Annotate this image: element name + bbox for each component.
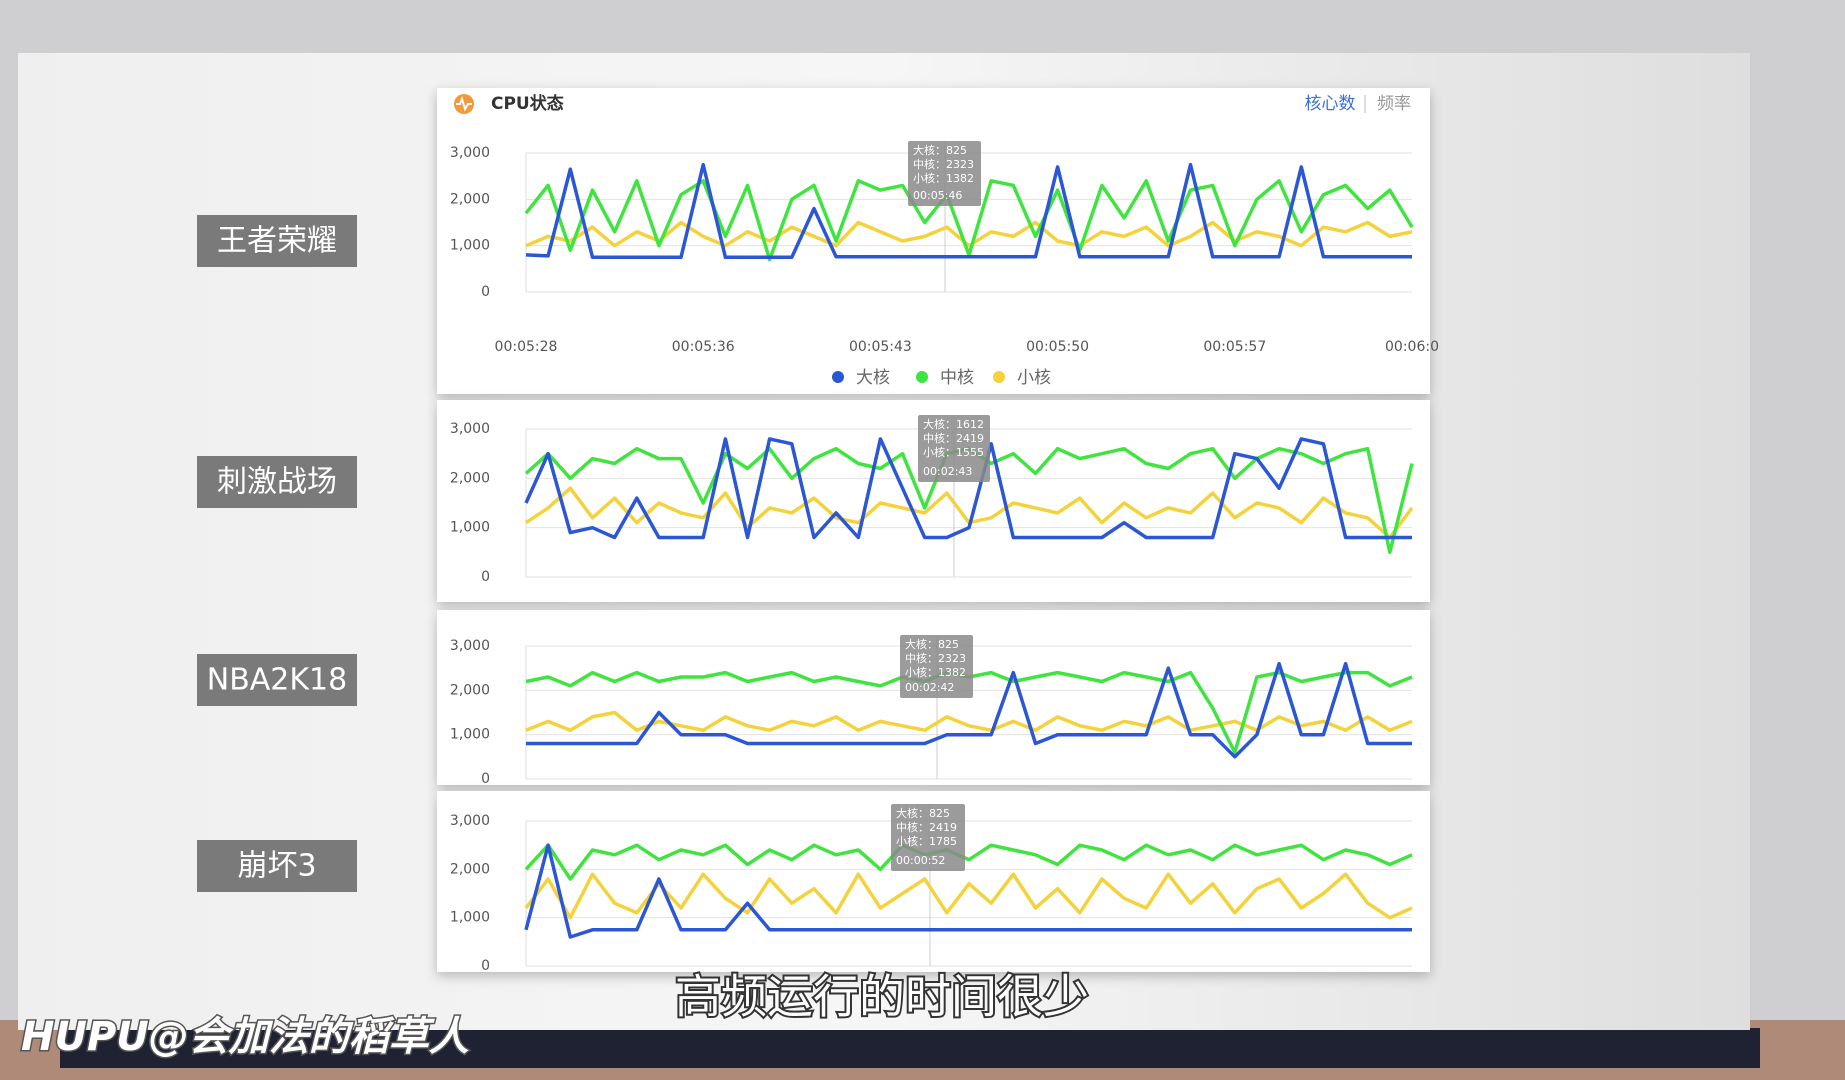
series-line — [524, 843, 1413, 881]
y-tick-label: 0 — [481, 284, 490, 300]
tooltip-line: 大核：825 — [905, 637, 959, 651]
series-line — [524, 437, 1412, 540]
tooltip-line: 小核：1555 — [923, 445, 984, 459]
legend-label: 大核 — [856, 368, 890, 388]
series-line — [525, 710, 1413, 732]
y-tick-label: 3,000 — [450, 638, 490, 654]
game-label-box — [197, 456, 357, 508]
x-tick-label: 00:05:50 — [1026, 339, 1089, 355]
tooltip-line: 大核：825 — [913, 143, 967, 157]
game-label: 崩坏3 — [237, 849, 316, 884]
legend-dot — [993, 371, 1005, 383]
tooltip — [918, 415, 990, 482]
tooltip — [900, 635, 973, 698]
y-tick-label: 2,000 — [450, 861, 490, 877]
chart-title: CPU状态 — [491, 93, 564, 114]
series-line — [524, 179, 1414, 262]
series-line — [524, 872, 1413, 920]
chart-card — [437, 88, 1430, 394]
x-tick-label: 00:06:0 — [1385, 339, 1439, 355]
x-tick-label: 00:05:28 — [495, 339, 558, 355]
game-label-box — [197, 215, 357, 267]
game-label-box — [197, 654, 357, 706]
tooltip-line: 大核：825 — [896, 806, 950, 820]
tab[interactable]: 核心数 — [1305, 94, 1356, 114]
title-icon-wave — [456, 95, 472, 112]
tooltip-line: 大核：1612 — [923, 417, 984, 431]
x-tick-label: 00:05:43 — [849, 339, 912, 355]
tooltip-time: 00:05:46 — [913, 189, 962, 202]
tooltip-time: 00:02:43 — [923, 465, 972, 478]
game-label: 王者荣耀 — [217, 224, 337, 259]
tooltip-line: 小核：1382 — [905, 665, 966, 679]
x-tick-label: 00:05:36 — [672, 339, 735, 355]
legend-dot — [832, 371, 844, 383]
game-label: NBA2K18 — [207, 663, 347, 698]
y-tick-label: 1,000 — [450, 910, 490, 926]
series-line — [525, 162, 1412, 260]
legend-label: 中核 — [940, 368, 974, 388]
tooltip-line: 中核：2419 — [923, 431, 984, 445]
legend-dot — [916, 371, 928, 383]
phone-edge — [60, 1028, 1760, 1068]
y-tick-label: 2,000 — [450, 191, 490, 207]
series-line — [526, 661, 1412, 759]
legend-label: 小核 — [1017, 368, 1051, 388]
subtitle: 高频运行的时间很少 — [675, 970, 1089, 1024]
y-tick-label: 3,000 — [450, 145, 490, 161]
tooltip-line: 小核：1382 — [913, 171, 974, 185]
series-line — [525, 220, 1413, 248]
tooltip — [908, 141, 981, 206]
tab[interactable]: 频率 — [1377, 94, 1411, 114]
game-label: 刺激战场 — [217, 465, 337, 500]
tooltip-line: 小核：1785 — [896, 834, 957, 848]
tooltip-line: 中核：2419 — [896, 820, 957, 834]
y-tick-label: 1,000 — [450, 727, 490, 743]
y-tick-label: 2,000 — [450, 470, 490, 486]
y-tick-label: 0 — [481, 771, 490, 787]
y-tick-label: 1,000 — [450, 520, 490, 536]
tooltip-line: 中核：2323 — [913, 157, 974, 171]
tooltip — [891, 804, 965, 871]
y-tick-label: 0 — [481, 958, 490, 974]
watermark: HUPU@会加法的稻草人 — [21, 1014, 469, 1060]
tooltip-line: 中核：2323 — [905, 651, 966, 665]
series-line — [524, 843, 1412, 939]
x-tick-label: 00:05:57 — [1203, 339, 1266, 355]
y-tick-label: 3,000 — [450, 813, 490, 829]
game-label-box — [197, 840, 357, 892]
tooltip-time: 00:02:42 — [905, 681, 954, 694]
y-tick-label: 2,000 — [450, 682, 490, 698]
y-tick-label: 3,000 — [450, 421, 490, 437]
tooltip-time: 00:00:52 — [896, 854, 945, 867]
y-tick-label: 1,000 — [450, 238, 490, 254]
y-tick-label: 0 — [481, 569, 490, 585]
